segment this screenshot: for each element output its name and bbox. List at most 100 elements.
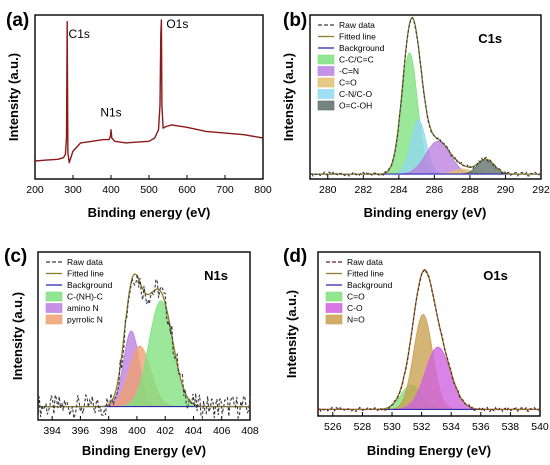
x-tick-label: 406 [213, 425, 231, 437]
legend-label: C-N/C-O [339, 89, 372, 99]
legend-item-background: Background [318, 43, 385, 53]
x-tick-label: 800 [254, 184, 272, 196]
legend-item-raw-data: Raw data [46, 257, 103, 267]
legend-swatch [45, 314, 63, 325]
legend-label: C-O [347, 303, 363, 313]
legend-label: Raw data [67, 257, 103, 267]
x-tick-label: 700 [216, 184, 234, 196]
legend-swatch [317, 77, 335, 88]
x-tick-label: 408 [241, 425, 259, 437]
legend-label: Fitted line [347, 269, 384, 279]
x-axis-title: Binding energy (eV) [88, 205, 211, 220]
legend-swatch [317, 54, 335, 65]
x-axis-title: Binding Energy (eV) [367, 443, 491, 458]
y-axis-title: Intensity (a.u.) [281, 53, 296, 141]
survey-spectrum-line [34, 19, 264, 164]
peak-annotation-n1s: N1s [100, 106, 121, 120]
fitted-line [318, 268, 540, 411]
legend-swatch [45, 303, 63, 313]
legend-item-c-nh-c: C-(NH)-C [45, 291, 103, 302]
legend-label: Background [67, 280, 113, 290]
x-tick-label: 282 [355, 184, 373, 196]
x-tick-label: 286 [426, 184, 444, 196]
core-level-title: C1s [478, 31, 502, 46]
peak-annotation-c1s: C1s [69, 27, 90, 41]
panel-label: (a) [6, 10, 29, 31]
raw-data-line [37, 274, 251, 421]
x-tick-label: 404 [185, 425, 203, 437]
legend-item-c-n: -C=N [317, 66, 359, 76]
legend-item-o-c-oh: O=C-OH [317, 100, 372, 111]
legend-label: Background [347, 280, 393, 290]
legend-label: -C=N [339, 66, 359, 76]
legend-label: amino N [67, 303, 99, 313]
x-tick-label: 528 [354, 421, 372, 433]
x-tick-label: 536 [472, 421, 490, 433]
legend-item-c-o: C=O [325, 292, 365, 302]
x-axis-title: Binding Energy (eV) [82, 443, 206, 458]
x-tick-label: 400 [102, 184, 120, 196]
legend-item-c-o: C-O [325, 303, 363, 313]
x-tick-label: 398 [100, 425, 118, 437]
legend-label: C=O [339, 78, 357, 88]
raw-data-line [317, 267, 541, 413]
core-level-title: N1s [204, 268, 228, 283]
legend-swatch [317, 89, 335, 99]
peak-annotation-o1s: O1s [166, 17, 188, 31]
panel-label: (d) [283, 246, 307, 267]
legend-swatch [45, 291, 63, 302]
legend-swatch [317, 66, 335, 76]
legend-label: O=C-OH [339, 101, 372, 111]
chart-panel-3: 394 396 398 400 402 404 406 408 (c) Binding Energ… [4, 246, 259, 458]
legend-label: C-(NH)-C [67, 292, 103, 302]
x-tick-label: 402 [156, 425, 174, 437]
legend-label: Background [339, 43, 385, 53]
legend-item-fitted-line: Fitted line [46, 269, 104, 279]
legend-label: Fitted line [339, 32, 376, 42]
x-tick-label: 200 [26, 184, 44, 196]
x-tick-label: 526 [324, 421, 342, 433]
legend-swatch [325, 314, 343, 325]
legend-label: Raw data [347, 257, 383, 267]
x-tick-label: 396 [72, 425, 90, 437]
panel-label: (c) [4, 246, 27, 267]
legend-swatch [325, 303, 343, 313]
legend-label: C=O [347, 292, 365, 302]
legend-item-c-c-c-c: C-C/C=C [317, 54, 374, 65]
x-axis-title: Binding energy (eV) [364, 205, 487, 220]
y-axis-title: Intensity (a.u.) [6, 53, 21, 141]
x-tick-label: 290 [497, 184, 515, 196]
legend-item-amino-n: amino N [45, 303, 99, 313]
x-tick-label: 540 [531, 421, 549, 433]
x-tick-label: 280 [319, 184, 337, 196]
legend-label: Raw data [339, 20, 375, 30]
x-tick-label: 400 [128, 425, 146, 437]
y-axis-title: Intensity (a.u.) [10, 292, 25, 380]
legend-label: C-C/C=C [339, 55, 374, 65]
chart-panel-1: 200 300 400 500 600 700 800 (a) Binding energy (… [6, 10, 272, 220]
legend-item-fitted-line: Fitted line [326, 269, 384, 279]
x-tick-label: 532 [413, 421, 431, 433]
legend-label: N=O [347, 315, 365, 325]
legend-item-n-o: N=O [325, 314, 365, 325]
x-tick-label: 394 [43, 425, 61, 437]
plot-frame [317, 251, 541, 417]
legend-item-c-n-c-o: C-N/C-O [317, 89, 372, 99]
y-axis-title: Intensity (a.u.) [284, 290, 299, 378]
legend-item-raw-data: Raw data [318, 20, 375, 30]
legend-swatch [317, 100, 335, 111]
x-tick-label: 600 [178, 184, 196, 196]
x-tick-label: 534 [442, 421, 460, 433]
legend-item-raw-data: Raw data [326, 257, 383, 267]
legend-label: Fitted line [67, 269, 104, 279]
legend-item-fitted-line: Fitted line [318, 32, 376, 42]
core-level-title: O1s [483, 268, 508, 283]
panel-label: (b) [283, 10, 307, 31]
legend-item-background: Background [46, 280, 113, 290]
x-tick-label: 500 [140, 184, 158, 196]
x-tick-label: 530 [383, 421, 401, 433]
